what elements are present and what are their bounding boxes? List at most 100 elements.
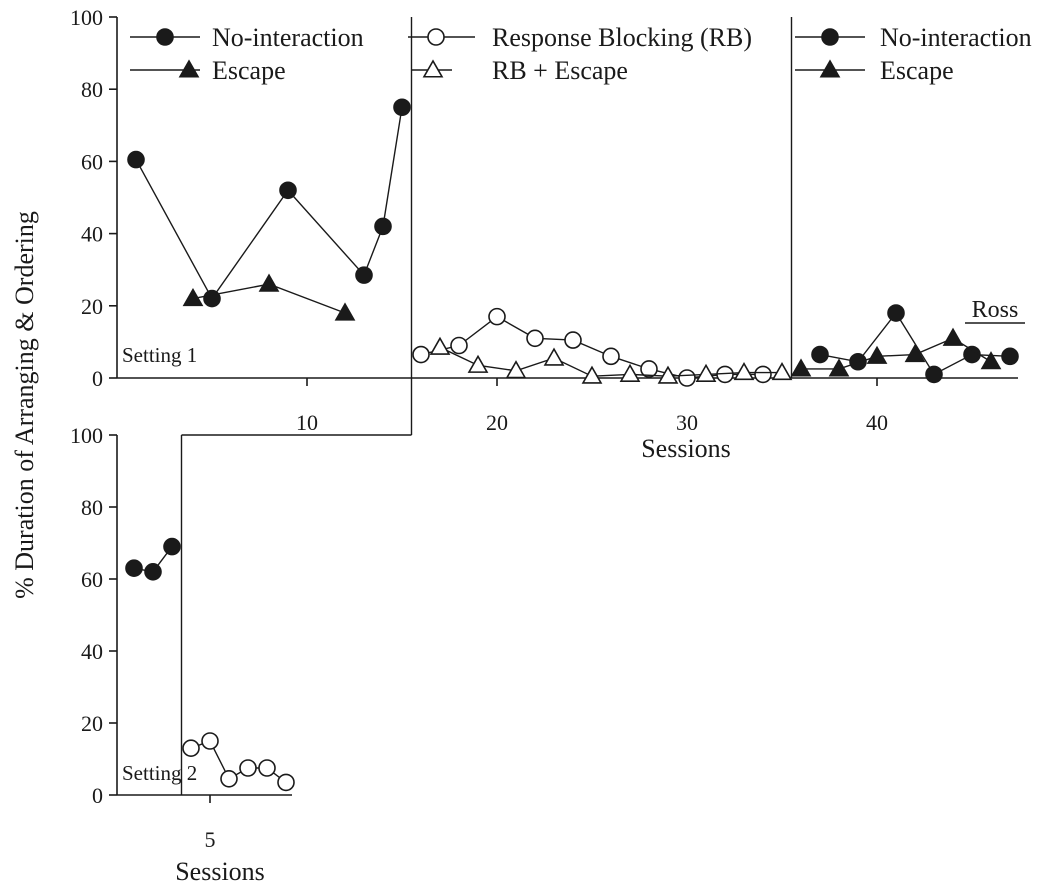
setting-2-label: Setting 2: [122, 761, 197, 785]
bottom-x-axis-title: Sessions: [175, 857, 265, 886]
participant-label: Ross: [972, 297, 1019, 323]
legend-label: Escape: [880, 56, 954, 85]
legend-entry: [795, 28, 865, 46]
top-panel-data-point: [450, 336, 468, 355]
bottom-panel-y-tick-label: 0: [92, 783, 103, 808]
bottom-panel-data-point: [220, 769, 238, 788]
top-panel-data-point: [374, 217, 392, 236]
legend-entry: [795, 59, 865, 78]
top-panel-data-point: [393, 98, 411, 117]
legend-circle-marker: [821, 28, 839, 46]
top-panel-data-point: [828, 358, 850, 377]
legend-entry: [130, 28, 200, 46]
legend-label: Response Blocking (RB): [492, 23, 752, 52]
legend-entry: [412, 59, 452, 78]
top-panel-data-point: [904, 343, 926, 363]
bottom-panel-y-tick-label: 80: [81, 495, 103, 520]
top-panel-data-point: [640, 360, 658, 378]
top-panel-data-point: [866, 345, 888, 364]
top-panel-data-point: [602, 347, 620, 366]
top-panel-data-point: [182, 287, 204, 307]
top-panel-y-tick-label: 20: [81, 294, 103, 319]
bottom-panel-data-point: [239, 759, 257, 777]
legend-label: RB + Escape: [492, 56, 628, 85]
top-panel-data-point: [526, 329, 544, 348]
legend-entry: [408, 28, 475, 46]
top-panel-series-5: [790, 327, 1002, 377]
bottom-panel-y-tick-label: 60: [81, 567, 103, 592]
top-panel-data-point: [203, 289, 221, 308]
top-panel-data-point: [279, 181, 297, 200]
bottom-panel-axes: [109, 434, 292, 803]
legend-label: No-interaction: [212, 23, 364, 52]
top-panel-x-tick-label: 20: [486, 410, 508, 435]
top-panel-data-point: [619, 363, 641, 382]
bottom-panel-y-tick-label: 40: [81, 639, 103, 664]
top-panel-series-1: [182, 273, 356, 321]
top-panel-data-point: [790, 358, 812, 377]
legend-circle-marker: [427, 28, 445, 46]
legend-circle-marker: [156, 28, 174, 46]
top-panel-data-point: [849, 352, 867, 371]
top-panel-data-point: [1001, 347, 1019, 366]
top-panel-data-point: [980, 351, 1002, 370]
top-panel-series-line: [135, 107, 403, 300]
top-panel-data-point: [678, 369, 696, 387]
top-panel-data-point: [581, 365, 603, 384]
bottom-panel-data-point: [125, 559, 143, 578]
legend-entry: [130, 59, 200, 78]
top-panel-data-point: [467, 354, 489, 373]
top-panel-x-tick-label: 30: [676, 410, 698, 435]
top-panel-data-point: [488, 307, 506, 326]
top-panel-data-point: [963, 345, 981, 364]
top-panel-data-point: [942, 327, 964, 346]
bottom-panel-y-tick-label: 100: [70, 423, 103, 448]
legend-triangle-marker: [422, 59, 444, 78]
top-panel-series-4: [811, 304, 1019, 384]
top-panel-data-point: [733, 361, 755, 381]
top-panel-y-tick-label: 80: [81, 77, 103, 102]
top-panel-data-point: [695, 363, 717, 382]
top-panel-data-point: [771, 361, 793, 381]
top-panel-series-line: [439, 346, 782, 377]
top-x-axis-title: Sessions: [641, 434, 731, 463]
top-panel-data-point: [657, 365, 679, 384]
bottom-panel-series-1: [182, 732, 295, 792]
y-axis-title: % Duration of Arranging & Ordering: [10, 211, 39, 599]
top-panel-data-point: [887, 304, 905, 322]
bottom-panel-data-point: [277, 773, 295, 792]
bottom-panel-data-point: [163, 537, 181, 556]
legend-triangle-marker: [178, 59, 200, 78]
top-panel-data-point: [754, 365, 772, 384]
top-panel-series-line: [801, 337, 992, 370]
top-panel-series-0: [127, 98, 411, 308]
bottom-panel-y-tick-label: 20: [81, 711, 103, 736]
top-panel-series-2: [412, 307, 772, 387]
top-panel-x-tick-label: 40: [866, 410, 888, 435]
top-panel-series-3: [429, 336, 793, 384]
bottom-panel-x-tick-label: 5: [205, 827, 216, 852]
bottom-panel-series-0: [125, 537, 181, 581]
top-panel-data-point: [505, 360, 527, 379]
top-panel-data-point: [925, 365, 943, 384]
top-panel-data-point: [412, 345, 430, 364]
top-panel-data-point: [564, 331, 582, 349]
top-panel-y-tick-label: 0: [92, 366, 103, 391]
bottom-panel-data-point: [144, 562, 162, 581]
legend-label: Escape: [212, 56, 286, 85]
top-panel-data-point: [429, 336, 451, 355]
top-panel-data-point: [811, 345, 829, 364]
top-panel-data-point: [127, 150, 145, 169]
top-panel-data-point: [543, 347, 565, 366]
top-panel-x-tick-label: 10: [296, 410, 318, 435]
top-panel-y-tick-label: 60: [81, 149, 103, 174]
top-panel-data-point: [334, 302, 356, 321]
bottom-panel-data-point: [182, 739, 200, 758]
top-panel-data-point: [258, 273, 280, 292]
top-panel-y-tick-label: 40: [81, 222, 103, 247]
setting-1-label: Setting 1: [122, 343, 197, 367]
legend-triangle-marker: [819, 59, 841, 78]
legend-label: No-interaction: [880, 23, 1032, 52]
top-panel-y-tick-label: 100: [70, 5, 103, 30]
